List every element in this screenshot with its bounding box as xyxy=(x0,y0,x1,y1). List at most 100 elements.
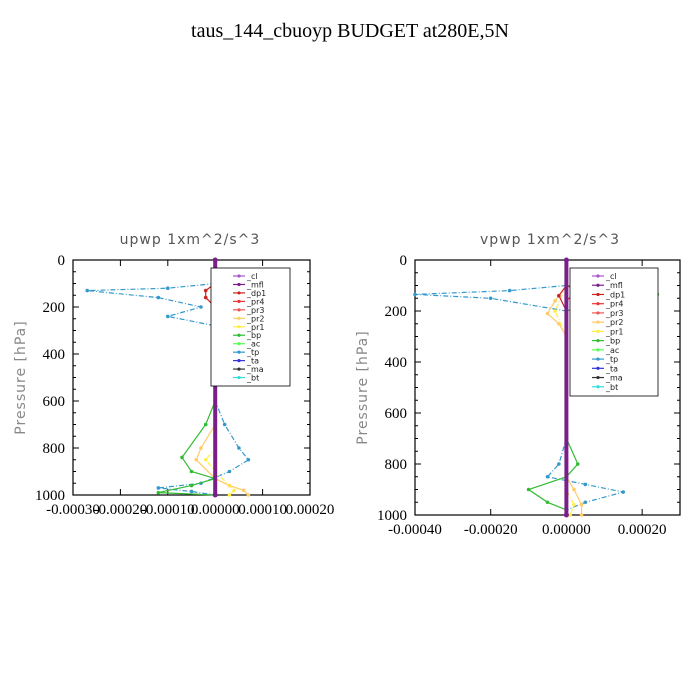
legend: _cl_mfl_dp1_pr4_pr3_pr2_pr1_bp_ac_tp_ta_… xyxy=(569,267,659,397)
data-point-tp xyxy=(621,490,626,494)
data-point-dp1 xyxy=(203,288,208,293)
y-tick-label: 400 xyxy=(43,347,66,363)
data-point-tp xyxy=(557,462,561,466)
legend-marker xyxy=(596,302,600,306)
legend-marker xyxy=(237,359,241,363)
x-tick-label: 0.00000 xyxy=(542,522,591,538)
data-point-dp1 xyxy=(203,295,208,300)
data-point-mfl xyxy=(212,492,218,498)
legend-marker xyxy=(596,375,600,380)
legend-label: _dp1 xyxy=(246,289,266,298)
data-point-bp xyxy=(545,500,550,505)
data-point-mfl xyxy=(563,512,569,518)
y-tick-label: 600 xyxy=(385,406,408,422)
legend-box xyxy=(569,267,659,397)
data-point-tp xyxy=(227,469,232,474)
x-tick-label: 0.00020 xyxy=(618,522,667,538)
data-point-pr2 xyxy=(579,513,584,517)
y-tick-label: 1000 xyxy=(35,488,65,504)
legend-marker xyxy=(596,274,600,278)
y-tick-label: 400 xyxy=(385,355,408,371)
legend-label: _pr2 xyxy=(246,314,264,323)
legend-marker xyxy=(596,385,600,389)
data-point-bp xyxy=(575,462,580,466)
legend-marker xyxy=(237,367,241,371)
data-point-tp xyxy=(156,295,161,300)
legend-label: _ac xyxy=(605,346,619,355)
legend-label: _bt xyxy=(605,383,618,392)
data-point-pr1 xyxy=(553,309,557,313)
data-point-pr2 xyxy=(241,488,246,493)
legend-label: _cl xyxy=(605,272,617,281)
data-point-tp xyxy=(583,482,588,487)
legend-label: _dp1 xyxy=(605,290,625,299)
legend-marker xyxy=(596,348,600,352)
legend-marker xyxy=(237,308,241,312)
legend-label: _bt xyxy=(246,374,259,383)
x-tick-label: -0.00020 xyxy=(464,522,518,538)
x-tick-label: 0.00020 xyxy=(286,502,335,518)
legend-marker xyxy=(596,283,600,287)
data-point-pr2 xyxy=(572,487,576,492)
panel-title: vpwp 1xm^2/s^3 xyxy=(480,232,620,248)
legend-marker xyxy=(237,316,241,320)
legend-marker xyxy=(237,299,241,303)
figure-title: taus_144_cbuoyp BUDGET at280E,5N xyxy=(191,20,509,42)
chart-panel-2: vpwp 1xm^2/s^3 Pressure [hPa] 0 200 400 600 80… xyxy=(355,232,681,538)
series-line-tp xyxy=(414,284,624,515)
x-tick-label: 0.00000 xyxy=(191,502,240,518)
legend-label: _ta xyxy=(605,364,618,373)
legend-marker xyxy=(237,342,241,346)
y-tick-label: 600 xyxy=(43,394,66,410)
data-point-mfl xyxy=(212,257,218,263)
legend-label: _pr2 xyxy=(605,318,623,327)
legend-label: _pr1 xyxy=(246,323,264,332)
data-point-tp xyxy=(413,292,417,297)
legend-marker xyxy=(237,291,241,295)
panel-title: upwp 1xm^2/s^3 xyxy=(120,232,261,248)
legend-marker xyxy=(237,333,241,337)
data-point-bp xyxy=(526,487,531,492)
legend-label: _pr4 xyxy=(246,297,264,306)
data-point-pr2 xyxy=(194,457,199,462)
y-tick-label: 800 xyxy=(43,441,66,457)
legend-marker xyxy=(237,282,241,287)
legend-marker xyxy=(596,311,600,315)
data-point-tp xyxy=(246,457,251,462)
legend-marker xyxy=(237,350,241,354)
legend-label: _mfl xyxy=(246,280,264,289)
legend-label: _tp xyxy=(246,348,259,357)
legend: _cl_mfl_dp1_pr4_pr3_pr2_pr1_bp_ac_tp_ta_… xyxy=(210,267,291,387)
data-point-pr1 xyxy=(232,488,236,493)
y-tick-label: 0 xyxy=(400,253,408,269)
chart-panel-1: upwp 1xm^2/s^3 Pressure [hPa] 0 200 400 600 80… xyxy=(13,232,334,518)
data-point-pr1 xyxy=(568,513,573,517)
legend-marker xyxy=(237,375,241,380)
data-point-tp xyxy=(85,288,90,293)
y-tick-label: 1000 xyxy=(377,508,407,524)
y-tick-label: 200 xyxy=(43,300,66,316)
x-tick-label: 0.00010 xyxy=(238,502,287,518)
data-point-pr2 xyxy=(579,503,584,507)
data-point-tp xyxy=(488,296,493,301)
legend-marker xyxy=(596,357,600,361)
legend-label: _bp xyxy=(246,331,261,340)
legend-marker xyxy=(596,366,600,370)
data-point-tp xyxy=(199,305,203,309)
x-tick-label: -0.00040 xyxy=(388,522,442,538)
y-tick-label: 800 xyxy=(385,457,408,473)
legend-box xyxy=(210,267,291,387)
x-tick-label: -0.00010 xyxy=(141,502,195,518)
y-tick-label: 0 xyxy=(58,253,66,269)
data-point-bp xyxy=(189,469,194,474)
data-point-pr1 xyxy=(572,503,576,507)
data-point-dp1 xyxy=(557,293,561,298)
data-point-pr1 xyxy=(203,457,208,462)
data-point-pr2 xyxy=(553,299,557,303)
legend-marker xyxy=(596,329,600,333)
legend-label: _ta xyxy=(246,357,259,366)
legend-marker xyxy=(596,339,600,343)
data-point-bp xyxy=(189,483,194,488)
legend-label: _pr3 xyxy=(246,306,264,315)
